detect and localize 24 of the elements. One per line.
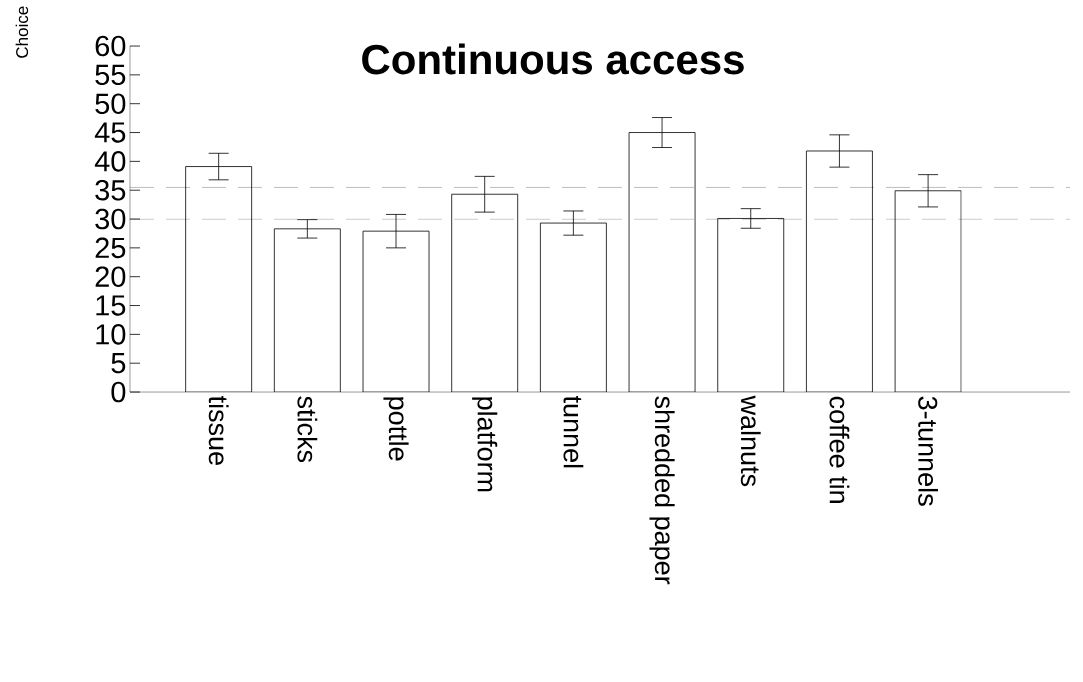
y-tick-label: 50 [95,93,126,114]
y-tick-label: 5 [111,353,126,374]
x-tick-label: platform [472,397,498,492]
x-tick-label: sticks [297,396,318,463]
y-tick-label: 60 [95,35,126,57]
y-tick-label: 0 [111,381,126,403]
y-tick-label: 40 [94,151,126,172]
y-tick-label: 35 [95,179,126,201]
x-tick-label: tissue [208,395,229,465]
y-tick-label: 25 [95,237,126,259]
x-tick-label: walnuts [740,395,761,487]
y-tick-label: 45 [94,122,126,143]
y-tick-label: 20 [95,266,126,287]
x-tick-label: tunnel [563,395,584,468]
x-tick-label: shredded paper [649,396,675,585]
x-tick-label: 3-tunnels [918,396,939,506]
y-tick-label: 10 [96,324,126,345]
y-axis-title: Choice [15,6,29,58]
chart-title: Continuous access [362,43,744,75]
y-tick-label: 30 [95,208,126,230]
y-tick-label: 55 [95,64,126,85]
x-tick-label: coffee tin [829,396,850,503]
x-tick-label: pottle [383,397,409,461]
y-tick-label: 15 [96,295,126,316]
